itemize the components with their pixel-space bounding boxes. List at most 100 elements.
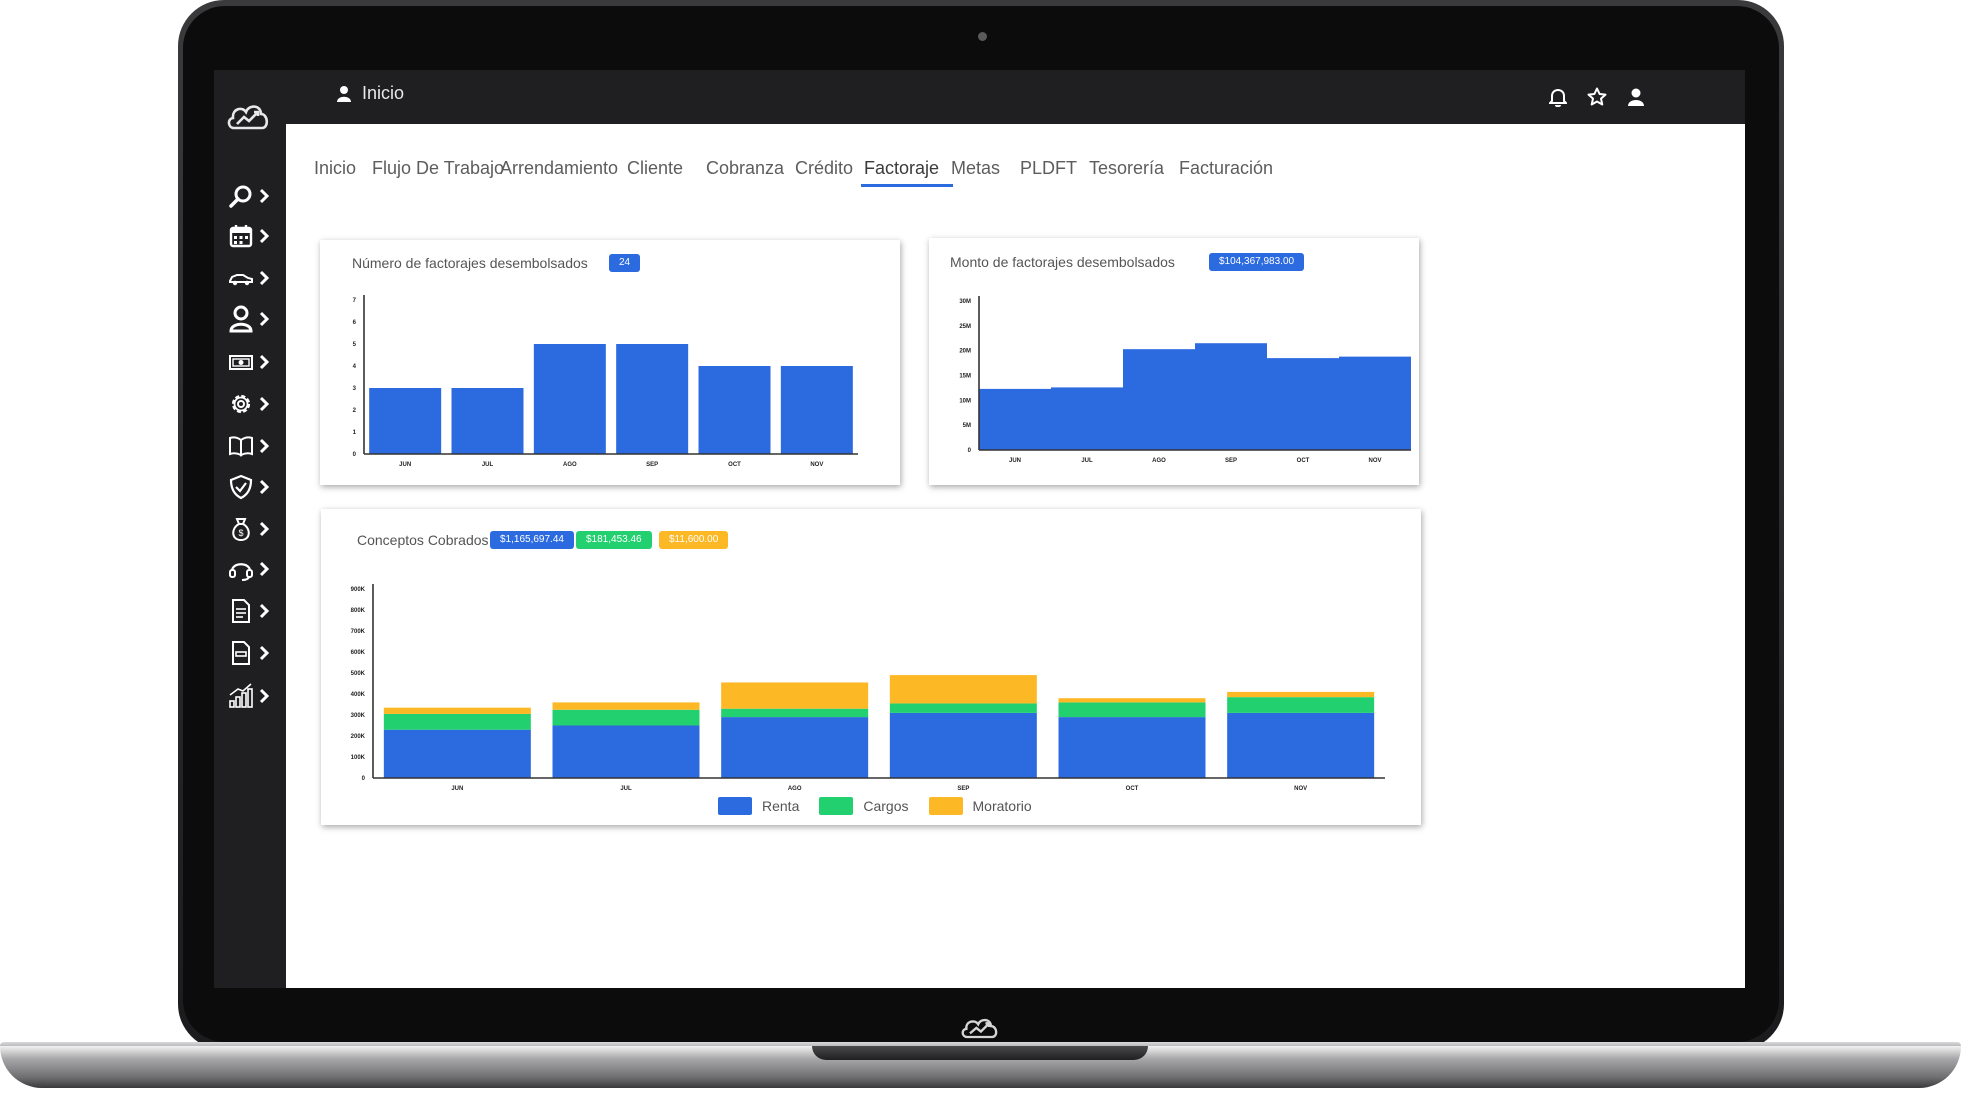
tab-cobranza[interactable]: Cobranza (706, 158, 785, 178)
bar-oct (1267, 358, 1339, 450)
tab-factoraje[interactable]: Factoraje (864, 158, 940, 178)
bar-oct-moratorio (1058, 698, 1206, 703)
bar-ago-renta (721, 717, 869, 778)
user-icon (229, 305, 253, 333)
legend-item-renta[interactable]: Renta (718, 797, 799, 815)
card-conceptos-cobrados: Conceptos Cobrados $1,165,697.44 $181,45… (321, 509, 1421, 825)
breadcrumb[interactable]: Inicio (336, 83, 404, 104)
star-icon[interactable] (1587, 87, 1607, 107)
total-badge: $104,367,983.00 (1209, 253, 1305, 271)
tab-cliente[interactable]: Cliente (627, 158, 684, 178)
renta-total-badge: $1,165,697.44 (490, 531, 574, 549)
y-tick-label: 300K (351, 713, 366, 719)
user-icon[interactable] (1627, 87, 1645, 107)
breadcrumb-label: Inicio (362, 83, 405, 103)
sidebar-item-calendar[interactable] (228, 222, 276, 250)
tab-inicio[interactable]: Inicio (314, 158, 357, 178)
chevron-right-icon (259, 521, 270, 537)
sidebar: $ (214, 70, 286, 988)
y-tick-label: 700K (351, 629, 366, 635)
y-tick-label: 25M (959, 324, 971, 330)
app-screen: $ Inicio (214, 70, 1745, 988)
tab-arrendamiento[interactable]: Arrendamiento (500, 158, 619, 178)
bar-nov-moratorio (1227, 691, 1375, 698)
sidebar-item-settings[interactable] (228, 390, 276, 418)
chart-legend: Renta Cargos Moratorio (718, 797, 1032, 815)
chevron-right-icon (259, 438, 270, 454)
y-tick-label: 0 (353, 452, 357, 458)
gear-icon (231, 394, 251, 414)
tab-credito[interactable]: Crédito (795, 158, 854, 178)
bar-sep (616, 344, 689, 454)
sidebar-item-users[interactable] (228, 305, 276, 333)
cloud-logo-icon[interactable] (226, 100, 270, 134)
tab-metas[interactable]: Metas (951, 158, 1001, 178)
x-tick-label: SEP (957, 786, 969, 792)
money-bag-icon: $ (232, 518, 250, 542)
sidebar-item-vehicles[interactable] (228, 264, 276, 292)
laptop-notch (812, 1046, 1148, 1060)
y-tick-label: 0 (968, 448, 972, 454)
bell-icon[interactable] (1549, 87, 1567, 107)
y-tick-label: 10M (959, 398, 971, 404)
bar-jul (451, 388, 524, 454)
chevron-right-icon (259, 354, 270, 370)
bar-jun-renta (383, 729, 531, 778)
y-tick-label: 3 (353, 386, 357, 392)
bar-nov-cargos (1227, 697, 1375, 713)
x-tick-label: AGO (788, 786, 802, 792)
sidebar-item-search[interactable] (228, 182, 276, 210)
svg-text:$: $ (238, 528, 243, 538)
legend-swatch (928, 797, 963, 815)
book-icon (229, 436, 253, 457)
bar-nov (1339, 356, 1411, 450)
x-tick-label: NOV (1368, 458, 1381, 464)
bar-sep (1195, 343, 1267, 450)
chevron-right-icon (259, 688, 270, 704)
legend-item-moratorio[interactable]: Moratorio (928, 797, 1032, 815)
x-tick-label: SEP (646, 462, 658, 468)
bar-ago (533, 344, 606, 454)
sidebar-item-money[interactable] (228, 348, 276, 376)
card-title: Número de factorajes desembolsados (352, 255, 588, 271)
x-tick-label: NOV (1294, 786, 1307, 792)
car-icon (229, 274, 253, 286)
bar-jul-renta (552, 725, 700, 778)
y-tick-label: 7 (353, 298, 357, 304)
x-tick-label: JUN (399, 462, 411, 468)
sidebar-item-forms[interactable] (228, 639, 276, 667)
chevron-right-icon (259, 603, 270, 619)
chevron-right-icon (259, 561, 270, 577)
shield-icon (229, 474, 253, 500)
document-icon (232, 599, 250, 623)
bar-sep-moratorio (889, 675, 1037, 704)
y-tick-label: 800K (351, 608, 366, 614)
sidebar-item-treasury[interactable]: $ (228, 515, 276, 543)
tab-pldft[interactable]: PLDFT (1020, 158, 1078, 178)
card-title: Conceptos Cobrados (357, 532, 489, 548)
y-tick-label: 0 (362, 776, 366, 782)
chevron-right-icon (259, 311, 270, 327)
bar-nov (780, 366, 853, 454)
x-tick-label: OCT (728, 462, 741, 468)
x-tick-label: OCT (1297, 458, 1310, 464)
sidebar-item-catalog[interactable] (228, 432, 276, 460)
y-tick-label: 900K (351, 587, 366, 593)
top-bar: Inicio (286, 70, 1745, 124)
y-tick-label: 5 (353, 342, 357, 348)
tab-facturacion[interactable]: Facturación (1179, 158, 1274, 178)
tab-tesoreria[interactable]: Tesorería (1089, 158, 1165, 178)
y-tick-label: 400K (351, 692, 366, 698)
y-tick-label: 6 (353, 320, 357, 326)
bar-jul (1051, 387, 1123, 450)
chart-icon (229, 683, 253, 708)
tab-flujo-de-trabajo[interactable]: Flujo De Trabajo (372, 158, 505, 178)
money-icon (229, 355, 253, 370)
legend-item-cargos[interactable]: Cargos (819, 797, 909, 815)
sidebar-item-security[interactable] (228, 473, 276, 501)
bar-sep-renta (889, 712, 1037, 778)
sidebar-item-reports[interactable] (228, 682, 276, 710)
sidebar-item-documents[interactable] (228, 597, 276, 625)
sidebar-item-support[interactable] (228, 555, 276, 583)
x-tick-label: AGO (563, 462, 577, 468)
